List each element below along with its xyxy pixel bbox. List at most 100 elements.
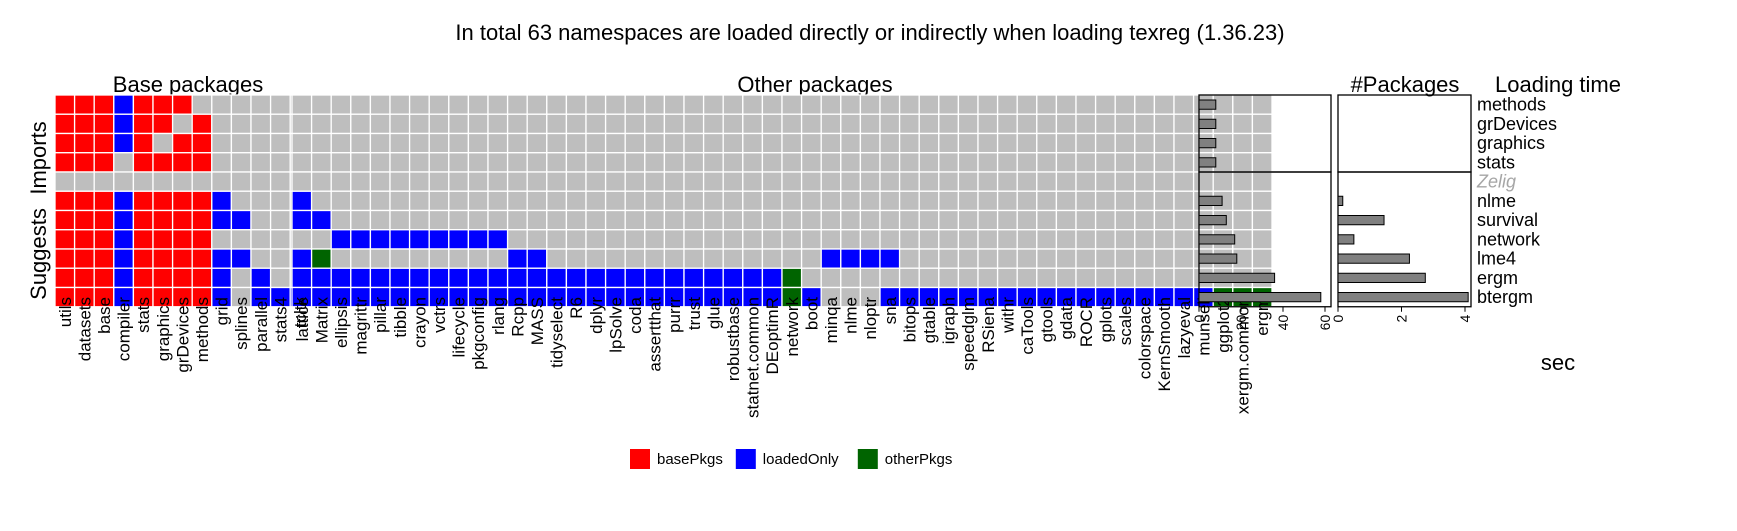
heatmap-cell-suggests-other <box>291 248 313 269</box>
heatmap-cell-suggests-other <box>1173 267 1195 289</box>
heatmap-cell-suggests-other <box>506 267 528 289</box>
heatmap-cell-suggests-base <box>191 229 213 250</box>
heatmap-cell-imports-other <box>742 152 764 173</box>
heatmap-cell-suggests-other <box>683 171 705 192</box>
heatmap-cell-imports-base <box>230 132 252 154</box>
heatmap-cell-imports-other <box>840 94 862 115</box>
column-label-other: Rcpp <box>508 297 527 337</box>
heatmap-cell-suggests-other <box>957 267 979 289</box>
heatmap-cell-suggests-other <box>585 267 607 289</box>
heatmap-cell-suggests-other <box>977 171 999 192</box>
bar-count-suggests <box>1198 215 1227 226</box>
heatmap-cell-imports-other <box>1055 94 1077 115</box>
heatmap-cell-imports-other <box>820 132 842 154</box>
heatmap-cell-suggests-base <box>250 190 272 212</box>
heatmap-cell-suggests-other <box>742 171 764 192</box>
heatmap-cell-suggests-other <box>1134 209 1156 231</box>
heatmap-cell-suggests-other <box>467 267 489 289</box>
heatmap-cell-imports-base <box>171 94 193 115</box>
heatmap-cell-suggests-other <box>1232 190 1254 212</box>
heatmap-cell-imports-other <box>1094 132 1116 154</box>
heatmap-cell-suggests-other <box>310 267 332 289</box>
heatmap-cell-suggests-other <box>291 171 313 192</box>
heatmap-cell-suggests-other <box>526 248 548 269</box>
heatmap-cell-suggests-other <box>389 190 411 212</box>
column-label-base: grid <box>213 297 232 325</box>
column-label-other: igraph <box>940 297 959 344</box>
heatmap-cell-suggests-other <box>310 171 332 192</box>
column-label-base: grDevices <box>173 297 192 373</box>
heatmap-cell-suggests-other <box>879 267 901 289</box>
heatmap-cell-imports-other <box>350 152 372 173</box>
row-group-label-suggests: Suggests <box>26 208 51 300</box>
heatmap-cell-suggests-other <box>1114 190 1136 212</box>
heatmap-cell-imports-other <box>330 113 352 135</box>
heatmap-cell-suggests-other <box>977 190 999 212</box>
heatmap-cell-suggests-other <box>1114 209 1136 231</box>
heatmap-cell-suggests-other <box>487 190 509 212</box>
heatmap-cell-suggests-other <box>996 190 1018 212</box>
heatmap-cell-imports-other <box>310 132 332 154</box>
heatmap-cell-suggests-other <box>820 190 842 212</box>
heatmap-cell-suggests-other <box>448 248 470 269</box>
heatmap-cell-suggests-base <box>250 267 272 289</box>
heatmap-cell-imports-other <box>938 113 960 135</box>
heatmap-cell-suggests-other <box>448 209 470 231</box>
heatmap-cell-imports-base <box>269 94 291 115</box>
heatmap-cell-suggests-other <box>1232 229 1254 250</box>
heatmap-cell-imports-other <box>467 132 489 154</box>
heatmap-cell-imports-base <box>113 113 135 135</box>
heatmap-cell-suggests-other <box>683 209 705 231</box>
heatmap-cell-suggests-other <box>1036 248 1058 269</box>
heatmap-cell-suggests-base <box>93 171 115 192</box>
heatmap-cell-suggests-other <box>604 248 626 269</box>
heatmap-cell-suggests-other <box>428 267 450 289</box>
heatmap-cell-suggests-other <box>977 248 999 269</box>
column-label-base: graphics <box>154 297 173 361</box>
heatmap-cell-imports-other <box>330 152 352 173</box>
heatmap-cell-suggests-other <box>644 267 666 289</box>
chart-marks: utils datasets base compiler stats graphics gr… <box>54 94 1557 469</box>
heatmap-cell-suggests-other <box>389 209 411 231</box>
base-panel-title: Base packages <box>113 72 263 97</box>
heatmap-cell-suggests-other <box>702 248 724 269</box>
heatmap-cell-suggests-other <box>526 229 548 250</box>
heatmap-cell-imports-other <box>448 132 470 154</box>
column-label-other: colorspace <box>1136 297 1155 379</box>
heatmap-cell-suggests-other <box>546 171 568 192</box>
heatmap-cell-suggests-other <box>663 248 685 269</box>
heatmap-cell-suggests-other <box>996 267 1018 289</box>
heatmap-cell-imports-other <box>781 94 803 115</box>
heatmap-cell-suggests-other <box>1251 171 1273 192</box>
heatmap-cell-imports-other <box>604 152 626 173</box>
heatmap-cell-imports-base <box>171 113 193 135</box>
heatmap-cell-imports-other <box>1153 132 1175 154</box>
heatmap-cell-imports-other <box>957 113 979 135</box>
heatmap-cell-suggests-other <box>467 190 489 212</box>
heatmap-cell-suggests-base <box>250 171 272 192</box>
column-label-other: crayon <box>410 297 429 348</box>
heatmap-cell-imports-other <box>742 132 764 154</box>
heatmap-cell-suggests-base <box>54 267 76 289</box>
heatmap-cell-suggests-other <box>1075 209 1097 231</box>
heatmap-cell-suggests-base <box>152 209 174 231</box>
heatmap-cell-suggests-other <box>663 229 685 250</box>
bar-time-suggests <box>1337 253 1410 264</box>
heatmap-cell-imports-other <box>291 152 313 173</box>
heatmap-cell-suggests-other <box>310 190 332 212</box>
heatmap-cell-imports-other <box>1153 113 1175 135</box>
heatmap-cell-suggests-other <box>1134 171 1156 192</box>
heatmap-cell-imports-base <box>132 113 154 135</box>
column-label-other: robustbase <box>724 297 743 381</box>
heatmap-cell-imports-other <box>526 132 548 154</box>
heatmap-cell-suggests-base <box>54 171 76 192</box>
heatmap-cell-suggests-other <box>663 209 685 231</box>
heatmap-cell-suggests-base <box>132 209 154 231</box>
column-label-other: ellipsis <box>332 297 351 348</box>
heatmap-cell-suggests-other <box>546 229 568 250</box>
heatmap-cell-suggests-base <box>191 190 213 212</box>
heatmap-cell-imports-base <box>230 152 252 173</box>
heatmap-cell-imports-other <box>977 94 999 115</box>
heatmap-cell-suggests-other <box>1055 248 1077 269</box>
heatmap-cell-suggests-other <box>742 267 764 289</box>
